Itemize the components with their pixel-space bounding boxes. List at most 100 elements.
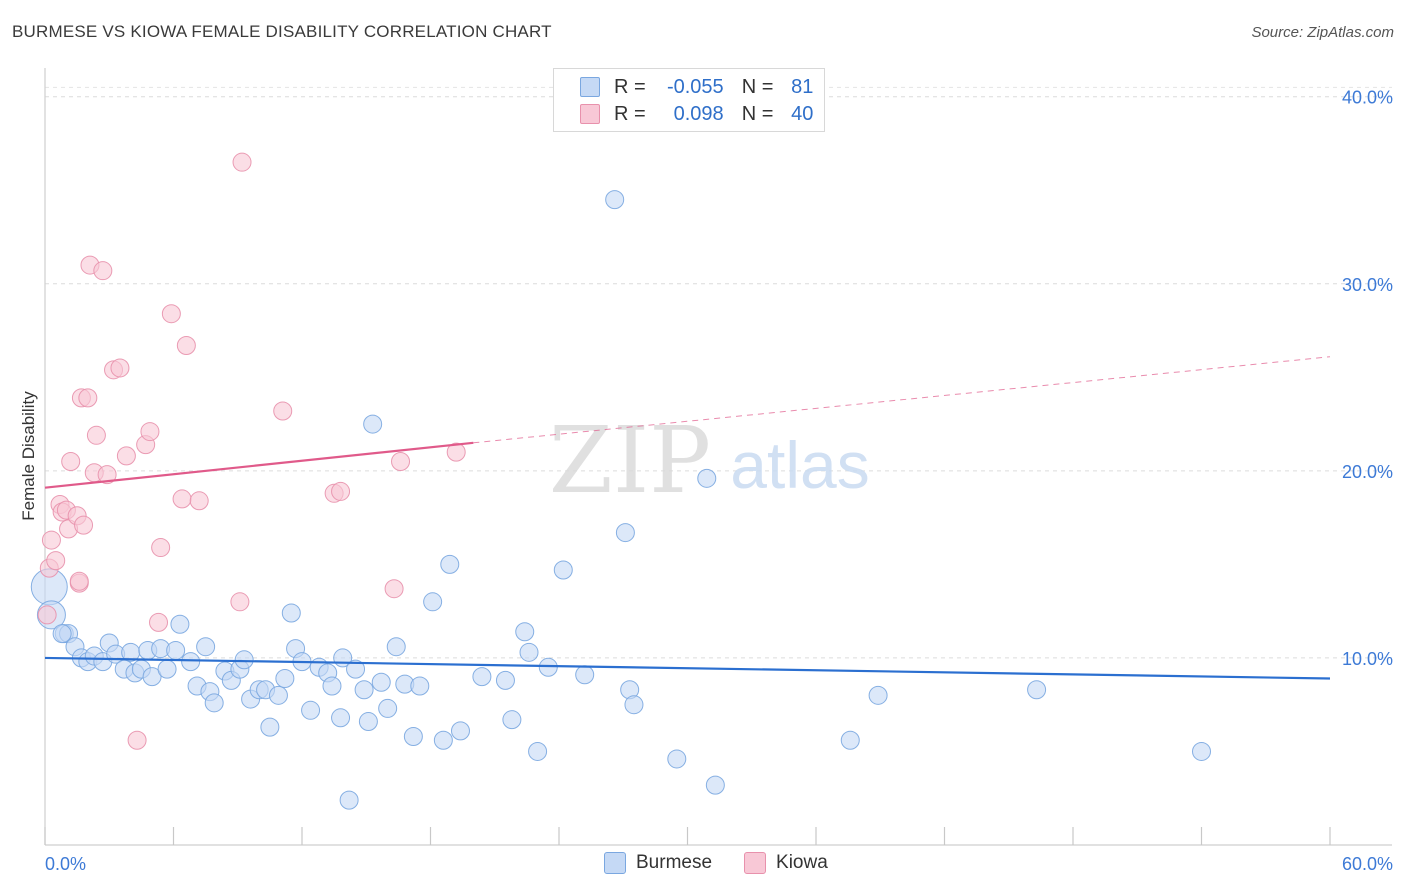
kiowa-point	[110, 358, 130, 378]
burmese-point	[358, 712, 378, 732]
burmese-point	[371, 672, 391, 692]
axes	[44, 68, 1392, 846]
legend-swatch-kiowa	[580, 104, 600, 124]
y-tick-label: 20.0%	[1342, 462, 1393, 482]
legend-n-value: 81	[791, 75, 814, 98]
burmese-point	[234, 650, 254, 670]
legend-row-kiowa: R = 0.098 N = 40	[580, 102, 813, 126]
chart-title: BURMESE VS KIOWA FEMALE DISABILITY CORRE…	[12, 22, 552, 41]
kiowa-point	[93, 261, 113, 281]
legend-item-burmese: Burmese	[604, 852, 712, 874]
burmese-point	[697, 468, 717, 488]
kiowa-point	[273, 401, 293, 421]
kiowa-point	[331, 481, 351, 501]
kiowa-point	[127, 730, 147, 750]
burmese-point	[615, 523, 635, 543]
burmese-point	[52, 624, 72, 644]
burmese-point	[196, 637, 216, 657]
legend-label-kiowa: Kiowa	[776, 852, 828, 873]
y-tick-label: 10.0%	[1342, 649, 1393, 669]
burmese-point	[528, 741, 548, 761]
burmese-point	[363, 414, 383, 434]
kiowa-point	[189, 491, 209, 511]
burmese-point	[450, 721, 470, 741]
kiowa-point	[41, 530, 61, 550]
kiowa-point	[97, 465, 117, 485]
burmese-point	[142, 667, 162, 687]
y-tick-label: 30.0%	[1342, 275, 1393, 295]
legend-swatch-kiowa	[744, 852, 767, 874]
burmese-point	[268, 685, 288, 705]
legend-label-burmese: Burmese	[636, 852, 713, 873]
burmese-trend-line	[44, 656, 1331, 680]
kiowa-point	[69, 571, 89, 591]
burmese-point	[275, 669, 295, 689]
kiowa-point	[116, 446, 136, 466]
legend-r-value: 0.098	[673, 102, 724, 125]
kiowa-point	[176, 336, 196, 356]
trend-lines	[44, 356, 1331, 680]
kiowa-point	[46, 551, 66, 571]
legend-swatch-burmese	[604, 852, 626, 874]
kiowa-point	[230, 592, 250, 612]
burmese-point	[495, 670, 515, 690]
kiowa-trend-line	[44, 441, 474, 489]
burmese-point	[440, 554, 460, 574]
burmese-point	[624, 695, 644, 715]
burmese-point	[166, 640, 186, 660]
y-axis-label: Female Disability	[19, 391, 38, 521]
legend-r-label: R =	[614, 102, 646, 125]
burmese-point	[410, 676, 430, 696]
burmese-point	[519, 642, 539, 662]
burmese-point	[378, 698, 398, 718]
burmese-point	[515, 622, 535, 642]
kiowa-point	[232, 152, 252, 172]
watermark-atlas: atlas	[730, 428, 869, 502]
watermark-zip: ZIP	[549, 407, 711, 514]
burmese-point	[538, 657, 558, 677]
kiowa-point	[78, 388, 98, 408]
legend-n-value: 40	[791, 102, 814, 125]
legend-r-value: -0.055	[666, 75, 724, 98]
kiowa-trend-extension	[473, 356, 1331, 444]
burmese-point	[472, 667, 492, 687]
kiowa-point	[391, 452, 411, 471]
source-label: Source: ZipAtlas.com	[1251, 24, 1394, 41]
burmese-point	[354, 680, 374, 700]
burmese-point	[433, 730, 453, 750]
legend-row-burmese: R = -0.055 N = 81	[580, 75, 813, 99]
burmese-point	[553, 560, 573, 580]
y-tick-label: 40.0%	[1342, 88, 1393, 108]
burmese-point	[575, 665, 595, 685]
burmese-point	[605, 190, 625, 210]
burmese-point	[423, 592, 443, 612]
burmese-point	[705, 775, 725, 795]
burmese-point	[204, 693, 224, 713]
kiowa-point	[140, 422, 160, 442]
burmese-point	[339, 790, 359, 810]
data-points	[30, 152, 1211, 810]
kiowa-point	[151, 538, 171, 558]
kiowa-point	[149, 612, 169, 632]
kiowa-point	[74, 515, 94, 535]
kiowa-point	[446, 442, 466, 462]
burmese-point	[667, 749, 687, 769]
series-legend: Burmese Kiowa	[604, 852, 860, 874]
burmese-point	[331, 708, 351, 728]
burmese-point	[281, 603, 301, 623]
burmese-point	[403, 726, 423, 746]
burmese-point	[170, 614, 190, 634]
kiowa-point	[161, 304, 181, 324]
legend-n-label: N =	[741, 75, 774, 98]
kiowa-point	[37, 605, 57, 625]
kiowa-point	[172, 489, 192, 509]
burmese-point	[840, 730, 860, 750]
burmese-point	[386, 637, 406, 657]
correlation-legend: R = -0.055 N = 81 R = 0.098 N = 40	[553, 68, 825, 132]
grid	[45, 86, 1392, 659]
burmese-point	[181, 652, 201, 672]
legend-n-label: N =	[741, 102, 774, 125]
tick-labels: 10.0% 20.0% 30.0% 40.0% 0.0% 60.0%	[45, 88, 1393, 874]
burmese-point	[260, 717, 280, 737]
